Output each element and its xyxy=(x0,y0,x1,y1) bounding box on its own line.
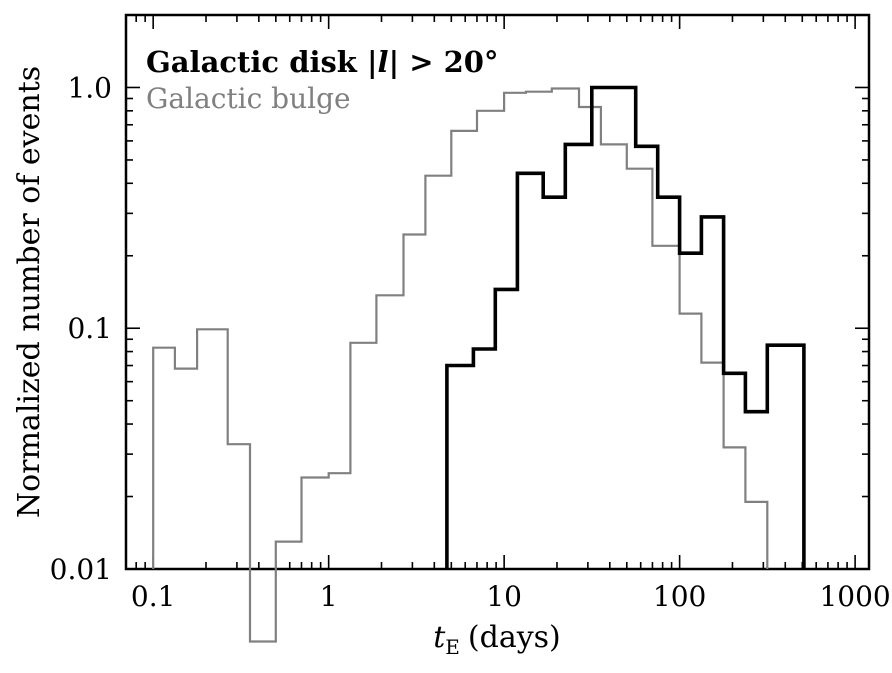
x-axis-label-subscript: E xyxy=(445,635,460,659)
legend-disk-variable: l xyxy=(378,45,389,79)
y-axis-label: Normalized number of events xyxy=(12,66,47,518)
tick-labels: 0.1 1 10 100 1000 0.01 0.1 1.0 xyxy=(50,71,891,613)
legend-disk-condition: | > 20° xyxy=(389,45,499,79)
bulge-histogram-line xyxy=(152,87,769,643)
x-axis-label: tE (days) xyxy=(433,620,561,659)
y-tick-label: 0.01 xyxy=(50,553,112,586)
plot-series xyxy=(152,85,806,643)
y-tick-label: 1.0 xyxy=(67,71,112,104)
x-tick-label: 1000 xyxy=(819,580,890,613)
legend-bulge-label: Galactic bulge xyxy=(146,82,351,115)
disk-histogram-line xyxy=(445,85,806,569)
x-tick-label: 0.1 xyxy=(131,580,176,613)
plot-area-frame xyxy=(124,13,871,571)
x-tick-label: 1 xyxy=(320,580,338,613)
legend-disk-label: Galactic disk |l| > 20° xyxy=(146,45,498,79)
y-tick-label: 0.1 xyxy=(67,312,112,345)
x-tick-label: 10 xyxy=(486,580,522,613)
x-axis-label-unit: (days) xyxy=(468,620,561,655)
x-tick-label: 100 xyxy=(653,580,706,613)
x-axis-label-variable: t xyxy=(433,620,446,655)
legend-disk-text: Galactic disk | xyxy=(146,45,378,79)
tick-marks xyxy=(125,14,869,570)
